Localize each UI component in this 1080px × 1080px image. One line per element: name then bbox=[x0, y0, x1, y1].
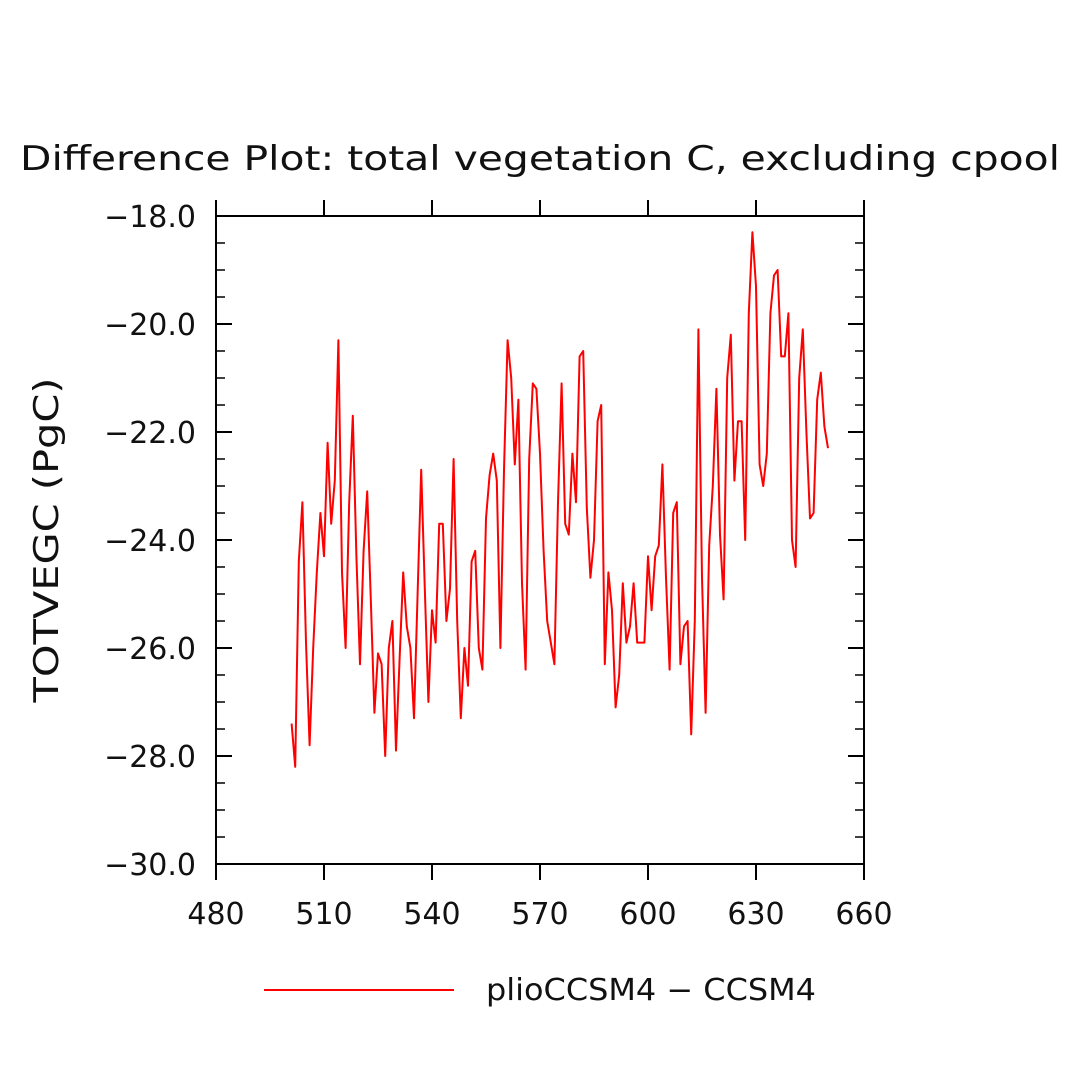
y-tick-label: −20.0 bbox=[104, 308, 196, 343]
x-tick-label: 480 bbox=[187, 897, 244, 932]
y-axis-ticks: −30.0 −28.0 −26.0 −24.0 −22.0 −20.0 −18.0 bbox=[104, 200, 864, 883]
x-axis-ticks: 480 510 540 570 600 630 660 bbox=[187, 200, 893, 932]
y-axis-label: TOTVEGC (PgC) bbox=[27, 378, 67, 704]
plot-frame bbox=[215, 215, 865, 865]
x-tick-label: 660 bbox=[835, 897, 892, 932]
x-tick-label: 600 bbox=[619, 897, 676, 932]
x-tick-label: 570 bbox=[511, 897, 568, 932]
axes bbox=[215, 215, 865, 865]
legend-label: plioCCSM4 − CCSM4 bbox=[486, 973, 816, 1008]
y-tick-label: −28.0 bbox=[104, 740, 196, 775]
legend: plioCCSM4 − CCSM4 bbox=[264, 973, 816, 1008]
y-tick-label: −30.0 bbox=[104, 848, 196, 883]
x-tick-label: 540 bbox=[403, 897, 460, 932]
y-tick-label: −18.0 bbox=[104, 200, 196, 235]
y-tick-label: −22.0 bbox=[104, 416, 196, 451]
x-tick-label: 630 bbox=[727, 897, 784, 932]
x-tick-label: 510 bbox=[295, 897, 352, 932]
y-tick-label: −26.0 bbox=[104, 632, 196, 667]
series-layer bbox=[290, 231, 829, 768]
series-line bbox=[290, 231, 829, 768]
y-tick-label: −24.0 bbox=[104, 524, 196, 559]
chart-title: Difference Plot: total vegetation C, exc… bbox=[20, 139, 1060, 179]
